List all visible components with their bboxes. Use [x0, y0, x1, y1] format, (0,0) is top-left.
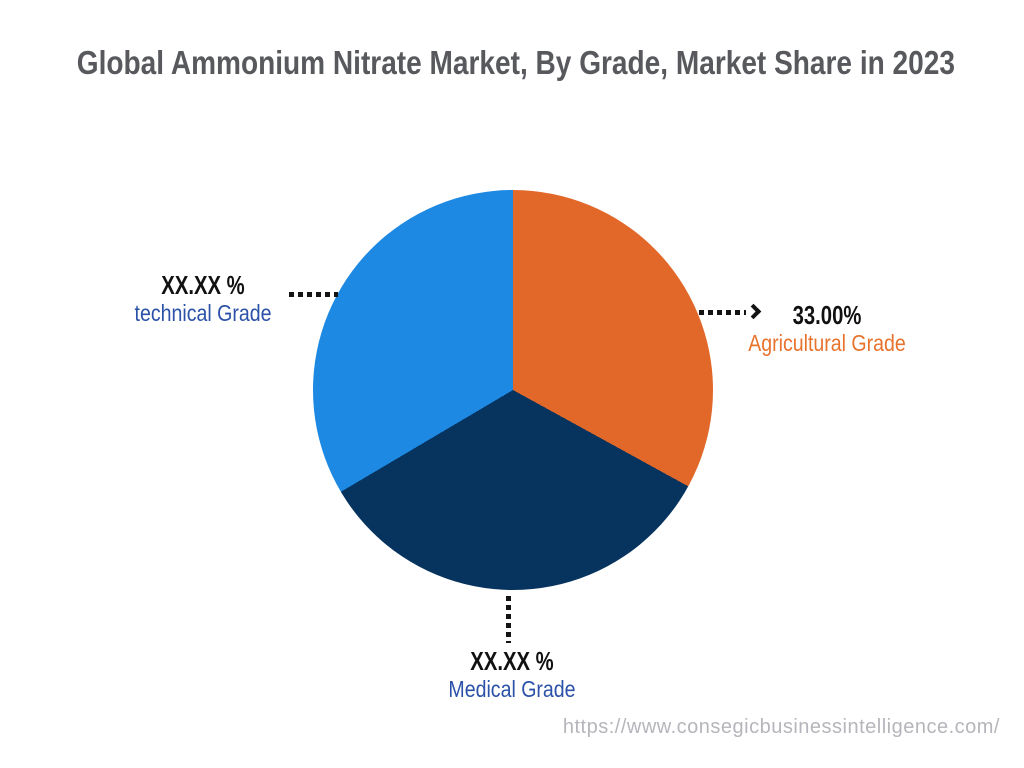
- callout-medical-grade: XX.XX % Medical Grade: [392, 646, 632, 703]
- callout-connector-agricultural: [699, 310, 746, 315]
- chart-title: Global Ammonium Nitrate Market, By Grade…: [76, 44, 955, 81]
- technical-grade-value: XX.XX %: [161, 270, 245, 300]
- watermark-url: https://www.consegicbusinessintelligence…: [562, 716, 1000, 738]
- callout-technical-grade: XX.XX % technical Grade: [83, 270, 323, 327]
- callout-connector-medical: [506, 596, 511, 643]
- agricultural-grade-label: Agricultural Grade: [748, 330, 906, 356]
- agricultural-grade-value: 33.00%: [792, 300, 862, 330]
- callout-agricultural-grade: 33.00% Agricultural Grade: [732, 300, 922, 357]
- medical-grade-label: Medical Grade: [448, 676, 576, 702]
- pie-chart: [313, 190, 713, 590]
- technical-grade-label: technical Grade: [134, 300, 272, 326]
- medical-grade-value: XX.XX %: [470, 646, 554, 676]
- callout-connector-technical: [289, 292, 338, 297]
